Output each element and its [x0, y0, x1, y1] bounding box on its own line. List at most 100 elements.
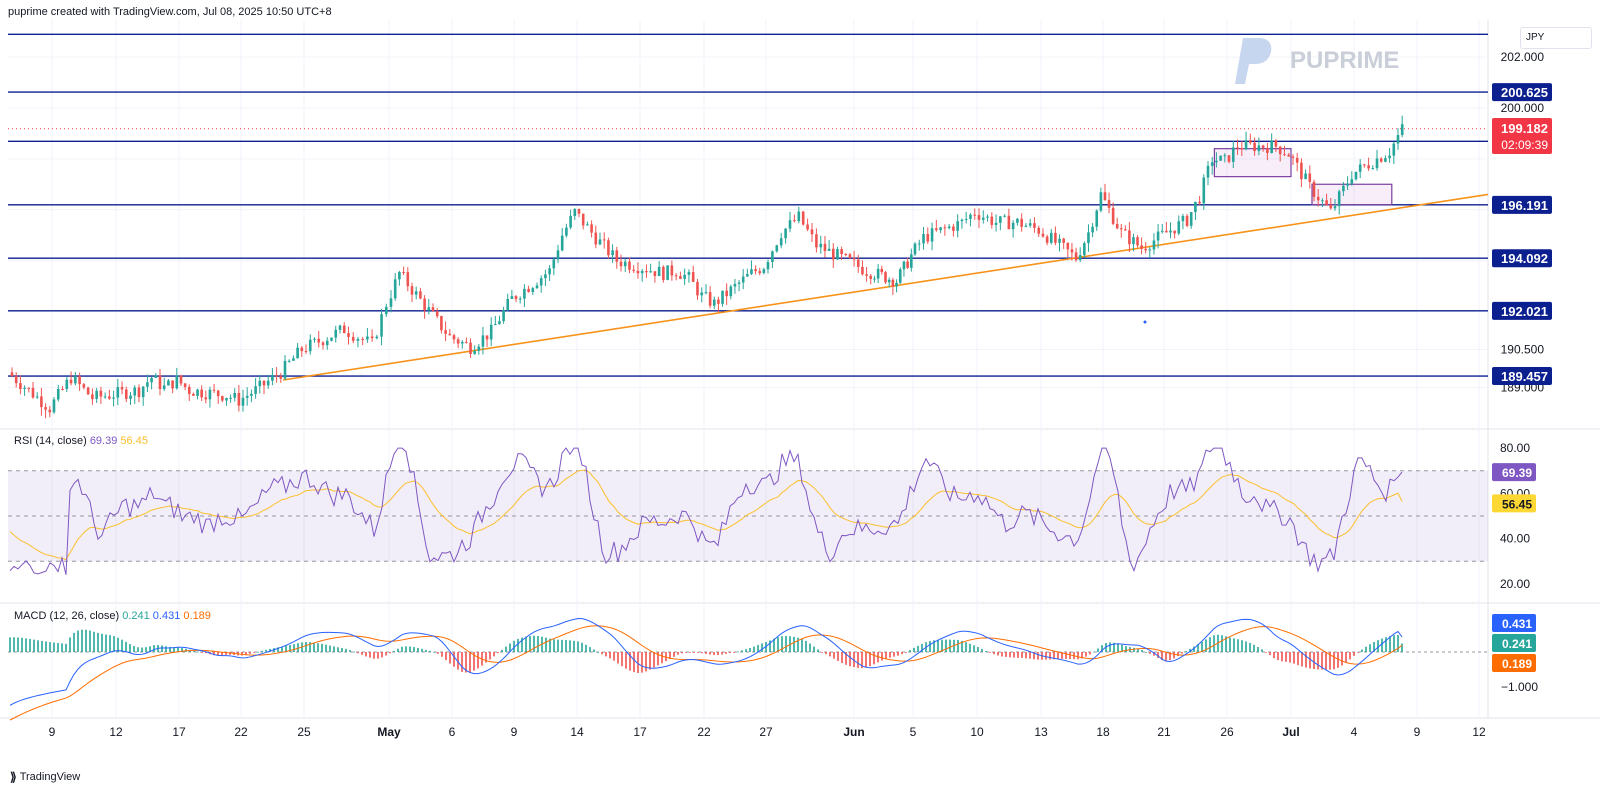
candle-body	[861, 266, 864, 275]
macd-histogram-bar	[173, 647, 175, 652]
candle-body	[1396, 135, 1400, 144]
macd-histogram-bar	[1377, 640, 1379, 652]
macd-badge: 0.431	[1502, 617, 1532, 631]
candle-body	[952, 226, 955, 231]
macd-histogram-bar	[1197, 644, 1199, 652]
candle-body	[1037, 227, 1041, 234]
macd-histogram-bar	[469, 652, 471, 673]
candle-body	[1240, 148, 1244, 150]
candle-body	[1099, 192, 1103, 211]
candle-body	[815, 234, 818, 248]
currency-box[interactable]	[1520, 27, 1592, 49]
candle-body	[581, 213, 585, 226]
candle-body	[1007, 215, 1011, 230]
macd-histogram-bar	[853, 652, 855, 668]
level-badge: 200.625	[1501, 85, 1548, 100]
macd-histogram-bar	[821, 652, 823, 653]
macd-histogram-bar	[605, 652, 607, 657]
candle-body	[649, 271, 652, 273]
candle-body	[1300, 162, 1303, 180]
candle-body	[419, 291, 422, 299]
level-badge-bg	[1492, 249, 1552, 268]
candle-body	[196, 389, 199, 396]
macd-histogram-bar	[445, 652, 447, 661]
candle-body	[237, 392, 241, 406]
candle-body	[766, 261, 770, 270]
candle-body	[258, 380, 262, 387]
candle-body	[158, 375, 162, 390]
macd-histogram-bar	[1273, 652, 1275, 659]
macd-histogram-bar	[805, 640, 807, 652]
candle-body	[758, 271, 762, 274]
candle-body	[112, 397, 115, 399]
candle-body	[1132, 237, 1135, 245]
macd-histogram-bar	[1277, 652, 1279, 661]
countdown-badge: 02:09:39	[1501, 138, 1548, 152]
last-price-badge-bg	[1492, 118, 1552, 154]
rsi-pane: RSI (14, close) 69.39 56.45	[8, 435, 1488, 575]
macd-histogram-bar	[1349, 652, 1351, 660]
macd-histogram-bar	[917, 645, 919, 652]
level-badge: 189.457	[1501, 369, 1548, 384]
candle-body	[187, 386, 191, 394]
macd-histogram-bar	[201, 652, 203, 653]
macd-histogram-bar	[937, 639, 939, 652]
candle-body	[902, 261, 906, 270]
candle-body	[304, 351, 308, 353]
candle-body	[402, 272, 405, 274]
candle-body	[1115, 223, 1119, 229]
candle-body	[1367, 165, 1370, 169]
candle-body	[1091, 226, 1094, 233]
macd-histogram-bar	[1157, 652, 1159, 658]
macd-histogram-bar	[933, 640, 935, 652]
candle-body	[887, 279, 891, 283]
macd-histogram-bar	[809, 643, 811, 652]
candle-body	[1350, 179, 1354, 184]
macd-histogram-bar	[365, 652, 367, 657]
macd-histogram-bar	[501, 649, 503, 652]
macd-histogram-bar	[493, 652, 495, 657]
macd-histogram-bar	[781, 636, 783, 652]
macd-histogram-bar	[841, 652, 843, 664]
macd-histogram-bar	[1149, 652, 1151, 654]
macd-histogram-bar	[869, 652, 871, 667]
time-tick-label: 17	[633, 725, 647, 739]
candle-body	[969, 214, 972, 219]
macd-histogram-bar	[909, 650, 911, 652]
candle-body	[679, 276, 682, 279]
candle-body	[452, 335, 456, 340]
candle-body	[1400, 124, 1404, 136]
marker-dot	[1143, 320, 1147, 324]
candle-body	[221, 396, 224, 401]
macd-histogram-bar	[1065, 652, 1067, 659]
candle-body	[40, 396, 43, 408]
candle-body	[1095, 210, 1099, 227]
candle-body	[1283, 154, 1286, 156]
candle-body	[300, 347, 304, 352]
macd-histogram-bar	[1225, 636, 1227, 652]
macd-histogram-bar	[713, 652, 715, 655]
candle-body	[865, 274, 868, 276]
macd-histogram-bar	[1201, 641, 1203, 652]
footer[interactable]: ⟫ TradingView	[10, 770, 80, 784]
trendline	[282, 193, 1489, 381]
candle-body	[960, 219, 964, 222]
rsi-ma-value: 56.45	[120, 435, 148, 447]
macd-histogram-bar	[1173, 652, 1175, 659]
candle-body	[1274, 140, 1278, 147]
candle-body	[31, 387, 35, 398]
candle-body	[167, 380, 170, 386]
macd-histogram-bar	[137, 647, 139, 652]
macd-histogram-bar	[629, 652, 631, 671]
time-tick-label: 5	[910, 725, 917, 739]
candle-body	[1253, 142, 1256, 152]
candle-body	[1354, 171, 1358, 180]
level-badge: 196.191	[1501, 198, 1548, 213]
candle-body	[1066, 242, 1070, 250]
macd-histogram-bar	[429, 650, 431, 652]
macd-histogram-bar	[1165, 652, 1167, 661]
candle-body	[939, 227, 942, 231]
macd-histogram-bar	[1009, 652, 1011, 658]
candle-body	[994, 222, 998, 225]
